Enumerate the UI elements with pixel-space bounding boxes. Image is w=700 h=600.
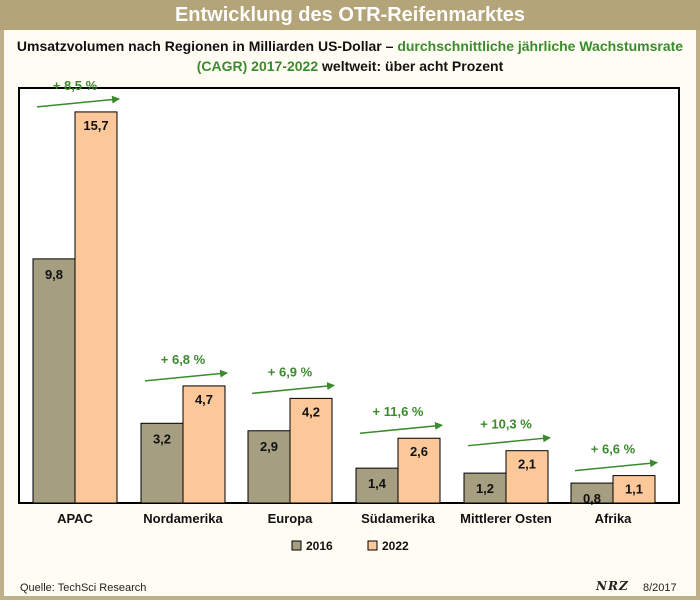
subtitle-part-3: weltweit: über acht Prozent [322,58,504,74]
chart-subtitle: Umsatzvolumen nach Regionen in Milliarde… [10,36,690,76]
legend-swatch-2022 [367,540,378,551]
publication-date: 8/2017 [643,582,677,594]
data-label-2016-1: 3,2 [153,431,171,446]
x-tick-label-0: APAC [57,511,93,526]
subtitle-part-2: durchschnittliche jährliche Wachstumsrat… [196,38,684,74]
x-tick-label-4: Mittlerer Osten [460,511,552,526]
x-tick-label-5: Afrika [595,511,633,526]
page-title: Entwicklung des OTR-Reifenmarktes [0,0,700,30]
growth-label-4: + 10,3 % [480,417,532,432]
data-label-2022-5: 1,1 [625,482,643,497]
growth-arrow-1 [144,369,228,382]
bar-2022-1 [182,385,226,504]
legend-label-2016: 2016 [306,539,333,553]
growth-label-0: + 8,5 % [53,78,98,93]
publisher-logo: NRZ [596,579,629,593]
legend-label-2022: 2022 [382,539,409,553]
data-label-2022-2: 4,2 [302,404,320,419]
growth-label-2: + 6,9 % [268,364,313,379]
data-label-2022-0: 15,7 [83,118,108,133]
subtitle-part-1: Umsatzvolumen nach Regionen in Milliarde… [16,38,394,54]
data-label-2022-4: 2,1 [518,457,536,472]
growth-arrow-3 [359,421,443,434]
plot-area-border [18,87,680,504]
x-tick-label-2: Europa [268,511,314,526]
data-label-2016-2: 2,9 [260,439,278,454]
data-label-2016-5: 0,8 [583,491,601,506]
legend-swatch-2016 [291,540,302,551]
growth-arrow-0 [36,95,120,108]
data-label-2016-4: 1,2 [476,481,494,496]
x-tick-label-1: Nordamerika [143,511,223,526]
growth-label-3: + 11,6 % [373,404,424,419]
data-label-2016-0: 9,8 [45,267,63,282]
x-tick-label-3: Südamerika [361,511,435,526]
bar-2022-2 [289,397,333,504]
bar-2016-1 [140,422,184,504]
growth-label-1: + 6,8 % [161,352,206,367]
bar-2016-0 [32,258,76,504]
data-label-2022-1: 4,7 [195,392,213,407]
bar-2022-5 [612,475,656,504]
source-note: Quelle: TechSci Research [20,582,147,594]
bar-2016-2 [247,430,291,504]
growth-arrow-5 [574,459,658,472]
growth-arrow-2 [251,382,335,395]
growth-label-5: + 6,6 % [591,442,636,457]
growth-arrow-4 [467,434,551,447]
data-label-2016-3: 1,4 [368,476,387,491]
data-label-2022-3: 2,6 [410,444,428,459]
bar-2022-0 [74,111,118,504]
bar-2022-4 [505,450,549,504]
